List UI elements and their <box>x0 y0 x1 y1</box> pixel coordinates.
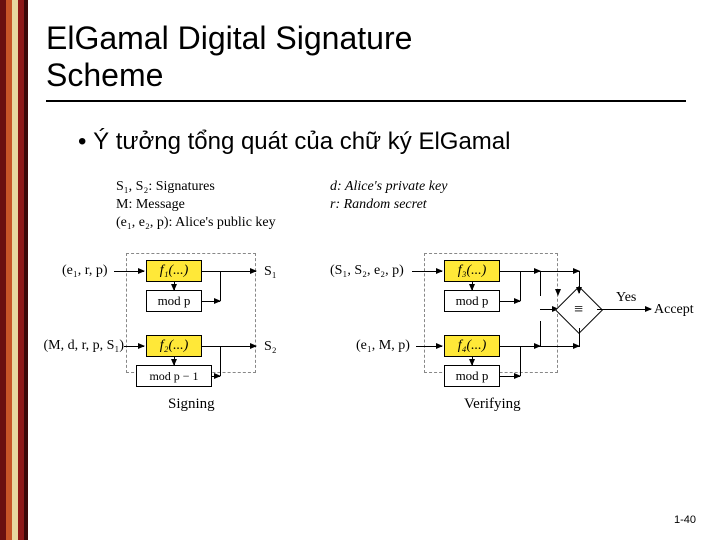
extend-top-to-diamond <box>540 271 579 272</box>
signing-out-bot: S₂ <box>264 339 277 355</box>
mod-p-1-box: mod p − 1 <box>136 365 212 387</box>
verifying-caption: Verifying <box>464 396 521 413</box>
legend-left-line2: M: Message <box>116 196 276 214</box>
arrow-f4-to-mod <box>472 357 473 365</box>
legend-right: d: Alice's private key r: Random secret <box>330 178 447 214</box>
signing-input-bot: (M, d, r, p, S₁) <box>34 338 124 354</box>
line-vmod-2 <box>520 346 521 376</box>
arrow-yes <box>597 309 651 310</box>
legend-left-line1: S₁, S₂: Signatures <box>116 178 276 196</box>
slide-left-stripe <box>0 0 28 540</box>
diagram-area: S₁, S₂: Signatures M: Message (e₁, e₂, p… <box>60 168 680 468</box>
title-line-1: ElGamal Digital Signature <box>46 20 412 56</box>
f4-box: f₄(...) <box>444 335 500 357</box>
title-underline <box>46 100 686 102</box>
arrow-verifying-in-top <box>412 271 442 272</box>
signing-caption: Signing <box>168 396 215 413</box>
legend-right-line1: d: Alice's private key <box>330 179 447 194</box>
title-line-2: Scheme <box>46 57 163 93</box>
legend-left-line3: (e₁, e₂, p): Alice's public key <box>116 214 276 232</box>
merge-bot-v <box>540 321 541 347</box>
arrow-verifying-in-bot <box>416 346 442 347</box>
signing-input-top: (e₁, r, p) <box>62 263 108 279</box>
page-number: 1-40 <box>674 514 696 526</box>
merge-top-v <box>540 271 541 296</box>
mod-p-box-verifying-bot: mod p <box>444 365 500 387</box>
legend-right-line2: r: Random secret <box>330 197 427 212</box>
arrow-vmod-out-2 <box>500 376 520 377</box>
mod-p-box-signing-top: mod p <box>146 290 202 312</box>
arrow-f1-to-mod <box>174 282 175 290</box>
line-mod-to-out-1 <box>220 271 221 301</box>
verifying-input-top: (S₁, S₂, e₂, p) <box>330 263 404 279</box>
arrow-vmod-out-1 <box>500 301 520 302</box>
f2-box: f₂(...) <box>146 335 202 357</box>
line-mod-to-out-2 <box>220 346 221 376</box>
arrow-signing-out-bot <box>202 346 256 347</box>
accept-label: Accept <box>654 302 694 318</box>
signing-out-top: S₁ <box>264 264 277 280</box>
f3-box: f₃(...) <box>444 260 500 282</box>
arrow-signing-out-top <box>202 271 256 272</box>
comparator-symbol: ≡ <box>574 301 583 319</box>
f1-box: f₁(...) <box>146 260 202 282</box>
bullet-text: • Ý tưởng tổng quát của chữ ký ElGamal <box>78 128 510 156</box>
arrow-f2-to-mod <box>174 357 175 365</box>
extend-bot-to-diamond <box>540 346 579 347</box>
arrow-mod-out-1 <box>202 301 220 302</box>
line-top-to-diamond <box>579 271 580 293</box>
legend-left: S₁, S₂: Signatures M: Message (e₁, e₂, p… <box>116 178 276 233</box>
arrow-signing-in-top <box>114 271 144 272</box>
arrow-signing-in-bot <box>124 346 144 347</box>
arrow-f3-to-mod <box>472 282 473 290</box>
yes-label: Yes <box>616 290 636 306</box>
line-vmod-1 <box>520 271 521 301</box>
slide-title: ElGamal Digital Signature Scheme <box>46 20 412 94</box>
mod-p-box-verifying-top: mod p <box>444 290 500 312</box>
arrow-mod-out-2 <box>212 376 220 377</box>
verifying-input-bot: (e₁, M, p) <box>356 338 410 354</box>
